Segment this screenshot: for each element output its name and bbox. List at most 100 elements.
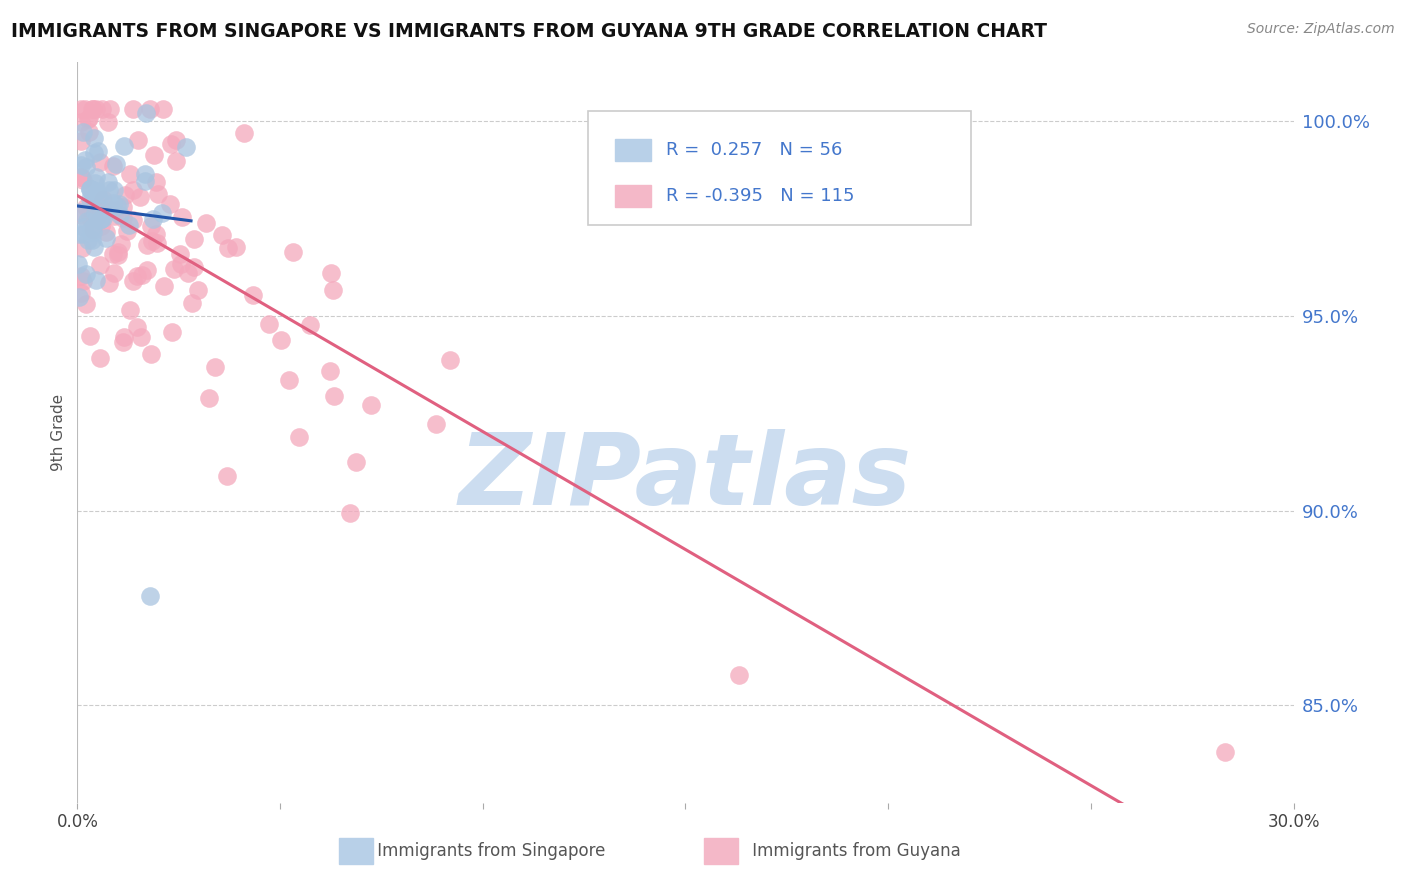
Point: [183, 260, 205, 274]
Point: [89, 155, 111, 169]
Point: [91, 102, 114, 116]
Point: [69, 227, 91, 242]
Point: [163, 262, 186, 277]
Point: [75, 200, 97, 214]
Point: [79, 192, 101, 206]
Point: [281, 245, 304, 260]
Point: [142, 148, 165, 162]
Point: [120, 303, 142, 318]
Point: [82, 233, 104, 247]
Point: [134, 167, 156, 181]
Point: [97, 175, 120, 189]
Point: [87, 144, 110, 158]
Point: [217, 241, 239, 255]
Point: [90, 219, 112, 233]
Point: [125, 269, 148, 284]
Text: R =  0.257   N = 56: R = 0.257 N = 56: [666, 141, 842, 159]
Point: [83, 205, 105, 219]
Point: [277, 373, 299, 387]
Point: [112, 200, 135, 214]
Point: [84, 169, 107, 184]
Point: [80, 213, 103, 227]
Point: [87, 188, 110, 202]
Point: [139, 589, 162, 603]
Point: [89, 199, 111, 213]
FancyBboxPatch shape: [703, 838, 738, 863]
Point: [96, 225, 118, 239]
Point: [319, 364, 342, 378]
Point: [112, 139, 135, 153]
Point: [111, 334, 134, 349]
Point: [82, 102, 104, 116]
Point: [93, 211, 115, 225]
Point: [86, 273, 108, 287]
Point: [70, 158, 93, 172]
Point: [344, 455, 367, 469]
Point: [152, 206, 174, 220]
Point: [70, 241, 93, 255]
FancyBboxPatch shape: [614, 185, 651, 207]
Point: [103, 195, 125, 210]
Point: [145, 227, 167, 241]
Point: [439, 352, 461, 367]
Point: [1213, 745, 1236, 759]
Point: [86, 215, 108, 229]
Text: Immigrants from Guyana: Immigrants from Guyana: [725, 842, 960, 860]
Point: [728, 668, 751, 682]
Point: [97, 183, 120, 197]
Point: [112, 330, 135, 344]
Point: [72, 125, 94, 139]
Point: [83, 240, 105, 254]
Point: [170, 257, 193, 271]
Point: [121, 102, 143, 116]
Point: [79, 182, 101, 196]
Point: [233, 126, 256, 140]
Point: [89, 258, 111, 272]
Point: [83, 131, 105, 145]
Point: [165, 133, 187, 147]
Point: [70, 115, 93, 129]
Point: [121, 183, 143, 197]
Point: [152, 102, 174, 116]
Point: [131, 268, 153, 283]
Point: [129, 329, 152, 343]
Point: [270, 334, 292, 348]
FancyBboxPatch shape: [614, 139, 651, 161]
Point: [89, 192, 111, 206]
Point: [80, 102, 103, 116]
Point: [97, 115, 120, 129]
Point: [136, 263, 159, 277]
Y-axis label: 9th Grade: 9th Grade: [51, 394, 66, 471]
Point: [198, 391, 221, 405]
Point: [89, 212, 111, 227]
Text: IMMIGRANTS FROM SINGAPORE VS IMMIGRANTS FROM GUYANA 9TH GRADE CORRELATION CHART: IMMIGRANTS FROM SINGAPORE VS IMMIGRANTS …: [11, 22, 1047, 41]
Point: [98, 102, 121, 116]
Point: [135, 106, 157, 120]
Point: [67, 290, 90, 304]
Point: [242, 288, 264, 302]
Point: [103, 267, 125, 281]
Point: [121, 274, 143, 288]
Point: [76, 214, 98, 228]
Point: [183, 232, 205, 246]
FancyBboxPatch shape: [339, 838, 373, 863]
Point: [82, 191, 104, 205]
Point: [141, 234, 163, 248]
Point: [79, 328, 101, 343]
Point: [108, 196, 131, 211]
Point: [103, 202, 125, 217]
Point: [73, 153, 96, 168]
Point: [75, 297, 97, 311]
Point: [82, 223, 104, 237]
Point: [86, 209, 108, 223]
Point: [170, 210, 193, 224]
Point: [117, 224, 139, 238]
Point: [69, 204, 91, 219]
Point: [177, 266, 200, 280]
Point: [107, 248, 129, 262]
Point: [86, 184, 108, 198]
Point: [105, 199, 128, 213]
Point: [425, 417, 447, 431]
Point: [103, 160, 125, 174]
Point: [91, 193, 114, 207]
